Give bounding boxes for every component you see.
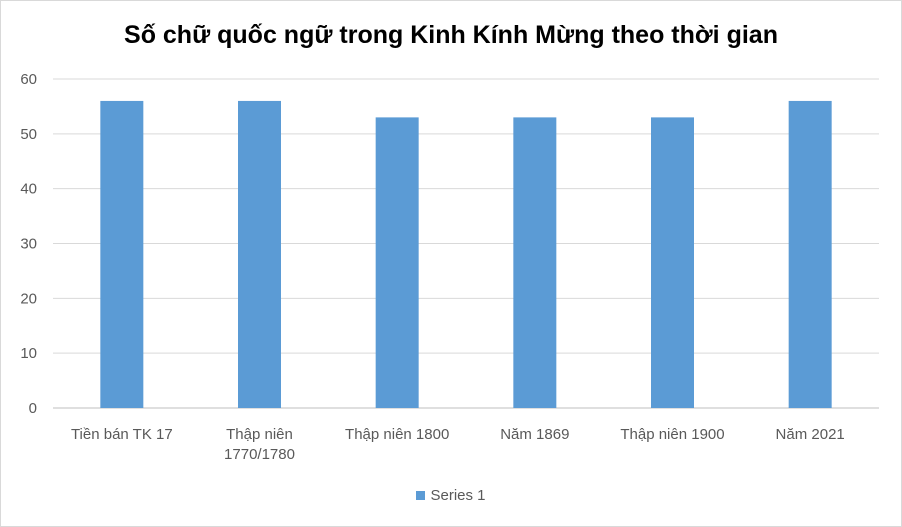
x-tick-label: Thập niên 1800 [345,426,449,443]
chart-title: Số chữ quốc ngữ trong Kinh Kính Mừng the… [124,21,778,49]
y-tick-label: 50 [20,126,37,143]
bar [651,117,694,408]
bar [788,100,832,408]
x-tick-label: Năm 2021 [776,426,845,443]
y-tick-label: 20 [20,290,37,307]
bar [513,117,557,408]
y-tick-label: 60 [20,71,37,88]
x-tick-label: Thập niên 1770/1780 [224,426,295,463]
x-tick-label: Năm 1869 [500,426,569,443]
bar [375,117,419,408]
legend-swatch [416,491,426,500]
legend: Series 1 [1,487,901,504]
x-tick-label: Thập niên 1900 [620,426,724,443]
y-tick-label: 10 [20,345,37,362]
x-tick-label: Tiền bán TK 17 [71,426,173,443]
y-tick-label: 30 [20,236,37,253]
y-tick-label: 0 [29,400,37,417]
bar [238,100,281,408]
bar [100,100,144,408]
y-tick-label: 40 [20,181,37,198]
legend-label: Series 1 [430,487,486,504]
